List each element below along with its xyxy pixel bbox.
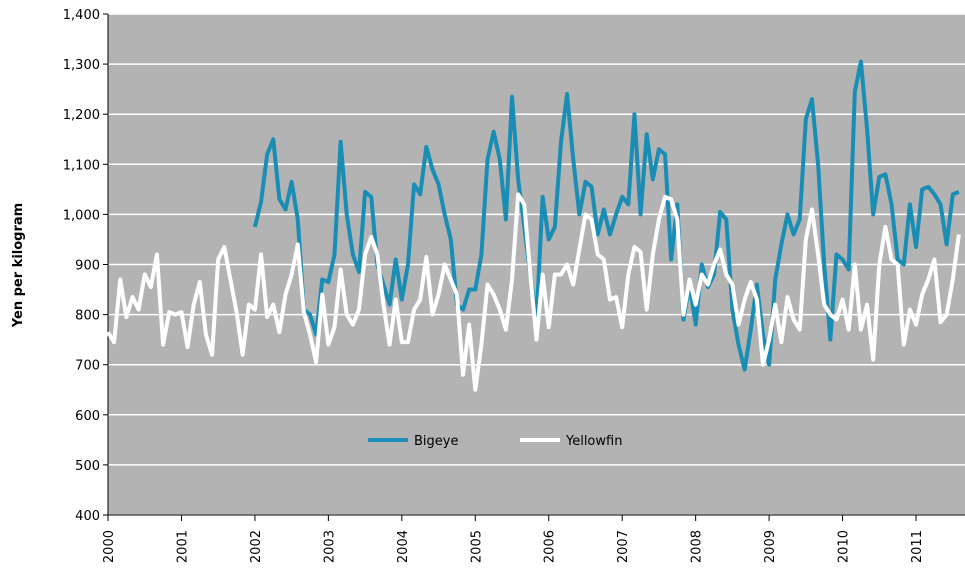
x-tick-label: 2010 [837,530,852,563]
x-tick-label: 2002 [249,530,264,563]
legend-label: Yellowfin [565,434,622,449]
series-line [106,192,961,392]
x-tick-label: 2001 [175,530,190,563]
x-tick-label: 2000 [102,530,117,563]
x-tick-label: 2008 [690,530,705,563]
y-tick-label: 400 [75,509,100,524]
x-tick-label: 2007 [616,530,631,563]
x-tick-label: 2011 [910,530,925,563]
x-tick-label: 2004 [396,530,411,563]
y-tick-label: 1,400 [63,8,100,23]
y-tick-label: 500 [75,459,100,474]
x-tick-label: 2006 [543,530,558,563]
x-tick-label: 2003 [322,530,337,563]
y-tick-label: 800 [75,309,100,324]
series-line [252,59,960,372]
y-tick-label: 1,000 [63,208,100,223]
y-tick-label: 1,200 [63,108,100,123]
legend-label: Bigeye [414,434,458,449]
y-tick-label: 600 [75,409,100,424]
y-tick-label: 900 [75,259,100,274]
y-tick-label: 1,100 [63,158,100,173]
y-axis-label: Yen per kilogram [11,203,26,328]
y-tick-label: 1,300 [63,58,100,73]
x-tick-label: 2005 [469,530,484,563]
x-tick-label: 2009 [763,530,778,563]
y-tick-label: 700 [75,359,100,374]
